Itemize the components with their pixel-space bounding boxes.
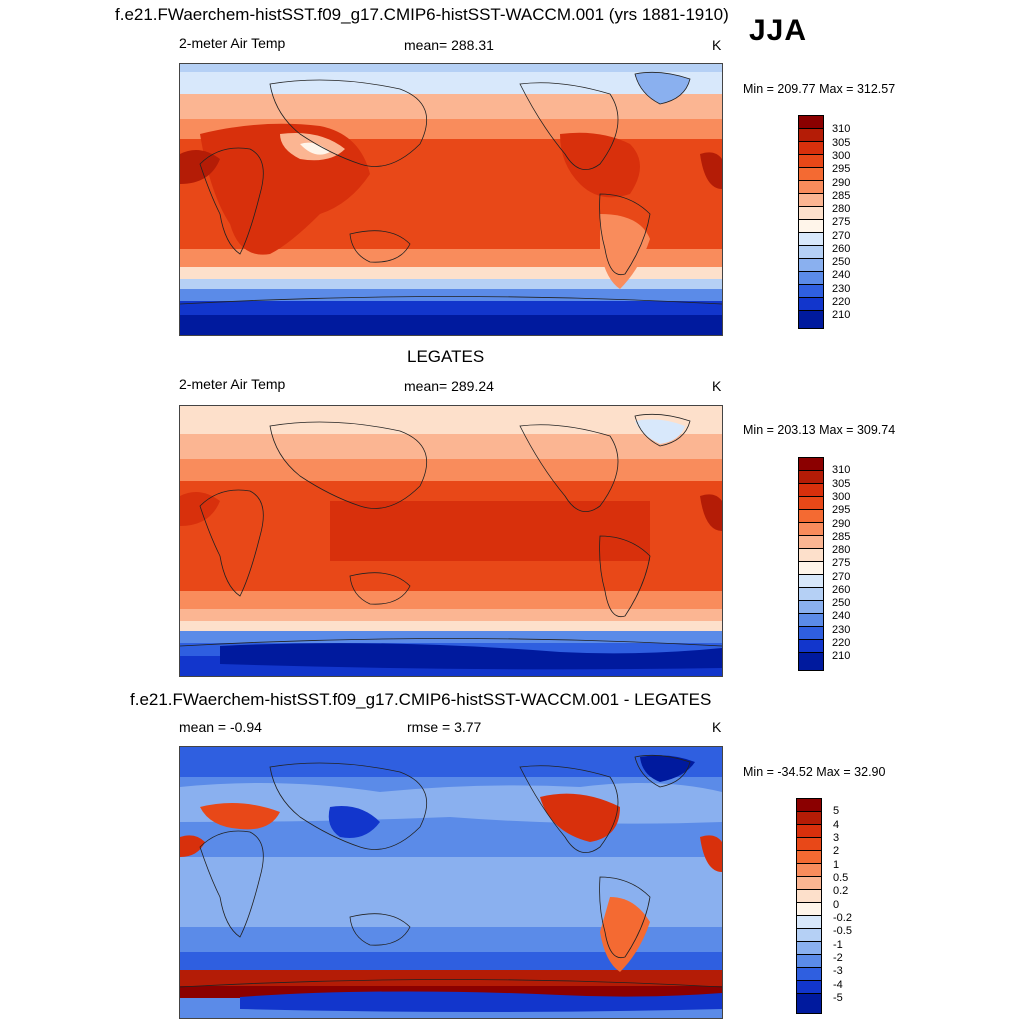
panel2-cb-label: 220 xyxy=(832,637,851,649)
panel3-cb-label: -0.2 xyxy=(833,912,852,924)
panel2-cb-label: 285 xyxy=(832,531,851,543)
panel1-cb-label: 295 xyxy=(832,163,851,175)
panel2-colorbar xyxy=(798,457,824,671)
panel2-mean: mean= 289.24 xyxy=(404,378,494,394)
panel2-cb-label: 250 xyxy=(832,597,851,609)
panel3-cb-label: 2 xyxy=(833,845,840,857)
panel3-cb-label: 0.5 xyxy=(833,872,849,884)
panel3-cb-label: 4 xyxy=(833,819,840,831)
panel1-minmax: Min = 209.77 Max = 312.57 xyxy=(743,82,896,96)
panel1-cb-label: 210 xyxy=(832,309,851,321)
panel2-cb-label: 305 xyxy=(832,478,851,490)
model-temperature-map xyxy=(180,64,722,335)
panel3-rmse: rmse = 3.77 xyxy=(407,719,482,735)
panel3-colorbar xyxy=(796,798,822,1014)
panel3-cb-label: 0 xyxy=(833,899,840,911)
panel3-cb-label: -0.5 xyxy=(833,925,852,937)
panel2-cb-label: 260 xyxy=(832,584,851,596)
panel3-map xyxy=(179,746,723,1019)
panel2-cb-label: 280 xyxy=(832,544,851,556)
panel2-cb-label: 230 xyxy=(832,624,851,636)
panel3-title: f.e21.FWaerchem-histSST.f09_g17.CMIP6-hi… xyxy=(130,690,712,709)
panel1-cb-label: 305 xyxy=(832,137,851,149)
panel3-units: K xyxy=(712,719,722,735)
panel2-variable: 2-meter Air Temp xyxy=(179,376,286,392)
panel3-cb-label: -2 xyxy=(833,952,843,964)
panel1-mean: mean= 288.31 xyxy=(404,37,494,53)
panel2-cb-label: 295 xyxy=(832,504,851,516)
panel2-cb-label: 310 xyxy=(832,464,851,476)
panel1-units: K xyxy=(712,37,722,53)
panel3-cb-label: 0.2 xyxy=(833,885,849,897)
panel2-title: LEGATES xyxy=(407,347,485,366)
legates-temperature-map xyxy=(180,406,722,676)
panel2-cb-label: 210 xyxy=(832,650,851,662)
panel2-units: K xyxy=(712,378,722,394)
panel1-cb-label: 310 xyxy=(832,123,851,135)
panel1-cb-label: 240 xyxy=(832,269,851,281)
difference-map xyxy=(180,747,722,1018)
panel3-cb-label: 3 xyxy=(833,832,840,844)
panel2-cb-label: 290 xyxy=(832,518,851,530)
panel3-mean: mean = -0.94 xyxy=(179,719,262,735)
panel1-cb-label: 220 xyxy=(832,296,851,308)
panel2-minmax: Min = 203.13 Max = 309.74 xyxy=(743,423,896,437)
panel3-cb-label: 5 xyxy=(833,805,840,817)
panel3-cb-label: -1 xyxy=(833,939,843,951)
main-title: f.e21.FWaerchem-histSST.f09_g17.CMIP6-hi… xyxy=(115,5,729,24)
panel1-cb-label: 275 xyxy=(832,216,851,228)
panel1-cb-label: 230 xyxy=(832,283,851,295)
panel3-minmax: Min = -34.52 Max = 32.90 xyxy=(743,765,886,779)
panel2-map xyxy=(179,405,723,677)
panel1-variable: 2-meter Air Temp xyxy=(179,35,286,51)
panel1-cb-label: 285 xyxy=(832,190,851,202)
panel2-cb-label: 300 xyxy=(832,491,851,503)
panel3-cb-label: -4 xyxy=(833,979,843,991)
panel1-colorbar xyxy=(798,115,824,329)
season-label: JJA xyxy=(749,14,808,47)
panel2-cb-label: 275 xyxy=(832,557,851,569)
panel1-cb-label: 260 xyxy=(832,243,851,255)
panel1-cb-label: 300 xyxy=(832,150,851,162)
panel3-cb-label: -5 xyxy=(833,992,843,1004)
panel1-cb-label: 270 xyxy=(832,230,851,242)
panel1-map xyxy=(179,63,723,336)
panel3-cb-label: 1 xyxy=(833,859,840,871)
panel2-cb-label: 240 xyxy=(832,610,851,622)
panel1-cb-label: 280 xyxy=(832,203,851,215)
panel3-cb-label: -3 xyxy=(833,965,843,977)
panel1-cb-label: 250 xyxy=(832,256,851,268)
panel1-cb-label: 290 xyxy=(832,177,851,189)
panel2-cb-label: 270 xyxy=(832,571,851,583)
